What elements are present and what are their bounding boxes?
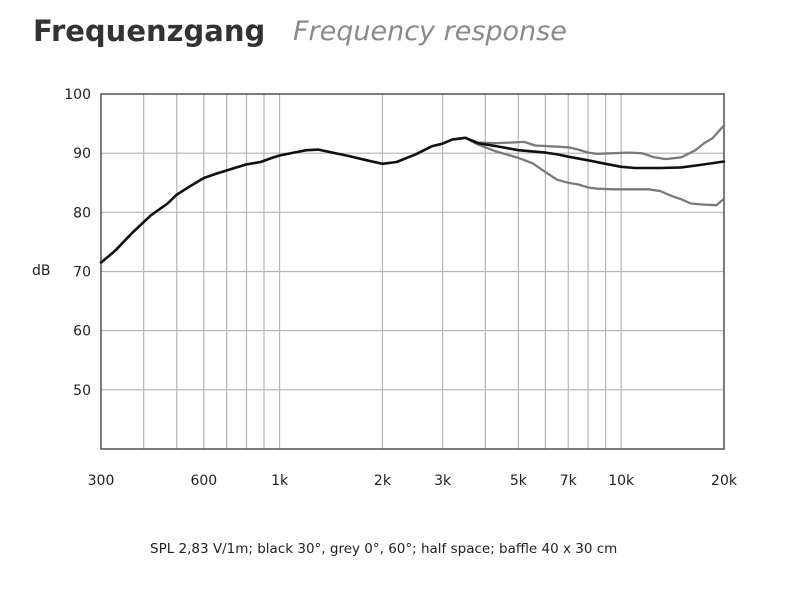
series-line-grey (464, 136, 726, 207)
series-line-black (99, 136, 726, 264)
x-tick-label: 600 (190, 473, 217, 489)
x-tick-label: 10k (608, 473, 635, 489)
y-tick-label: 70 (73, 265, 91, 281)
y-tick-label: 90 (73, 146, 91, 162)
y-tick-label: 50 (73, 383, 91, 399)
plot-frame (100, 93, 725, 450)
x-tick-label: 5k (510, 473, 528, 489)
y-tick-labels: 100 90 80 70 60 50 (64, 87, 91, 399)
series-group (99, 124, 726, 264)
x-tick-label: 300 (88, 473, 115, 489)
y-axis-label: dB (32, 263, 51, 279)
x-tick-label: 20k (711, 473, 738, 489)
x-tick-label: 2k (374, 473, 392, 489)
page-title: Frequenzgang (33, 14, 266, 48)
grid (101, 94, 724, 449)
x-tick-label: 3k (434, 473, 452, 489)
y-tick-label: 100 (64, 87, 91, 103)
x-tick-label: 7k (560, 473, 578, 489)
series-line-grey (464, 124, 726, 161)
x-tick-label: 1k (271, 473, 289, 489)
y-tick-label: 60 (73, 324, 91, 340)
page-subtitle: Frequency response (293, 16, 567, 47)
y-tick-label: 80 (73, 205, 91, 221)
x-tick-labels: 300 600 1k 2k 3k 5k 7k 10k 20k (88, 473, 738, 489)
chart-caption: SPL 2,83 V/1m; black 30°, grey 0°, 60°; … (150, 541, 618, 557)
